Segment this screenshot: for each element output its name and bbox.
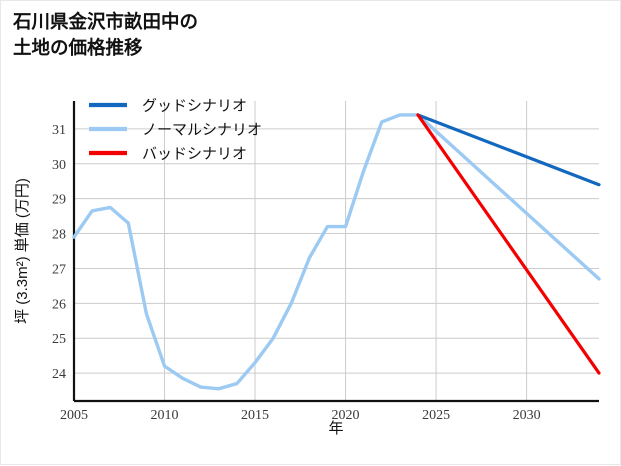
y-tick-label: 28 [52, 228, 66, 243]
x-tick-label: 2030 [513, 408, 541, 423]
y-tick-labels-group: 24 25 26 27 28 29 30 31 [52, 123, 66, 382]
series-line-normal [72, 113, 601, 391]
x-tick-labels-group: 2005 2010 2015 2020 2025 2030 [60, 408, 541, 423]
y-tick-label: 25 [52, 332, 66, 347]
y-tick-label: 26 [52, 297, 66, 312]
x-tick-label: 2010 [151, 408, 179, 423]
y-tick-label: 27 [52, 262, 66, 277]
y-axis-title: 坪 (3.3m²) 単価 (万円) [14, 178, 31, 324]
x-tick-label: 2025 [422, 408, 450, 423]
y-tick-label: 30 [52, 158, 66, 173]
x-tick-label: 2005 [60, 408, 88, 423]
axis-lines-group [72, 101, 599, 403]
y-tick-label: 24 [52, 367, 66, 382]
y-tick-label: 29 [52, 193, 66, 208]
series-line-good [416, 113, 601, 187]
x-tick-label: 2015 [241, 408, 269, 423]
x-tick-label: 2020 [332, 408, 360, 423]
data-series-group [72, 113, 601, 391]
legend-label: バッドシナリオ [142, 147, 247, 163]
y-tick-label: 31 [52, 123, 66, 138]
series-line-bad [416, 113, 601, 375]
chart-title: 石川県金沢市畝田中の 土地の価格推移 [13, 11, 199, 58]
legend-label: グッドシナリオ [142, 98, 247, 115]
legend-label: ノーマルシナリオ [142, 123, 262, 139]
gridlines-group [73, 101, 599, 401]
x-axis-title: 年 [328, 420, 343, 437]
